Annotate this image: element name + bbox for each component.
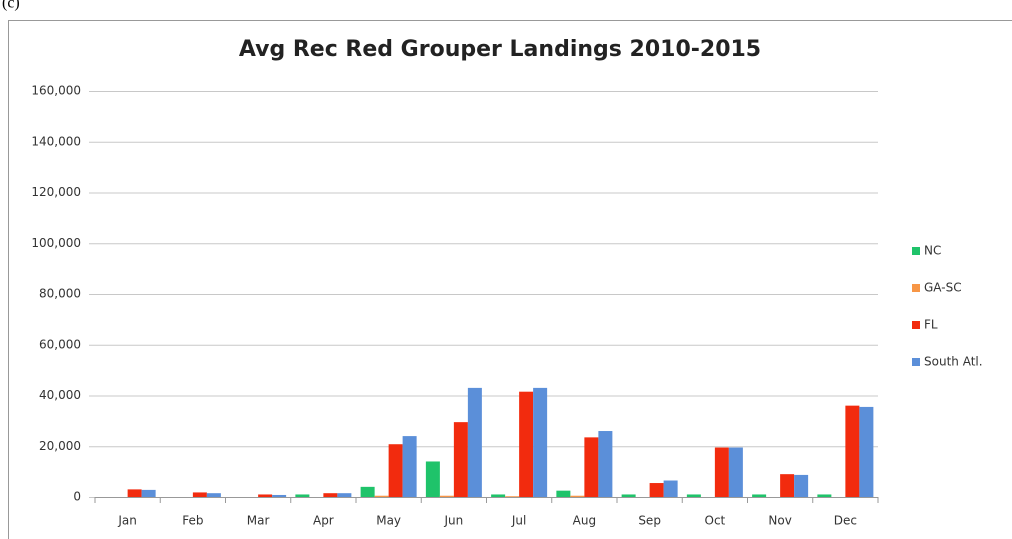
x-tick-label: Nov bbox=[768, 514, 791, 528]
bar bbox=[728, 447, 743, 497]
bar bbox=[686, 494, 701, 497]
chart-title: Avg Rec Red Grouper Landings 2010-2015 bbox=[239, 37, 761, 62]
x-tick-label: Jul bbox=[511, 514, 526, 528]
bar bbox=[127, 489, 142, 497]
y-tick-label: 80,000 bbox=[39, 287, 81, 301]
bar bbox=[141, 489, 156, 497]
caption: (c) bbox=[2, 0, 20, 12]
bar bbox=[556, 490, 571, 497]
y-tick-label: 40,000 bbox=[39, 388, 81, 402]
x-tick-label: Sep bbox=[638, 514, 661, 528]
x-tick-label: Dec bbox=[834, 514, 857, 528]
bar bbox=[533, 387, 548, 497]
x-tick-label: Feb bbox=[182, 514, 203, 528]
bar bbox=[621, 494, 636, 497]
bar bbox=[272, 494, 287, 497]
legend-label: NC bbox=[924, 244, 941, 258]
bar bbox=[206, 493, 221, 497]
x-tick-label: Jun bbox=[444, 514, 464, 528]
y-tick-label: 60,000 bbox=[39, 337, 81, 351]
y-tick-label: 160,000 bbox=[31, 84, 81, 98]
bar bbox=[663, 480, 678, 497]
bar bbox=[491, 494, 506, 497]
bar bbox=[295, 494, 310, 497]
x-tick-label: Jan bbox=[117, 514, 137, 528]
bar bbox=[817, 494, 832, 497]
bar bbox=[519, 391, 534, 497]
legend-label: South Atl. bbox=[924, 355, 983, 369]
y-tick-label: 100,000 bbox=[31, 236, 81, 250]
bar bbox=[258, 494, 273, 497]
bar bbox=[192, 492, 207, 497]
frame bbox=[8, 20, 1012, 539]
bar bbox=[467, 387, 482, 497]
bar bbox=[439, 495, 454, 497]
bar bbox=[859, 406, 874, 497]
y-tick-label: 140,000 bbox=[31, 134, 81, 148]
bar bbox=[714, 447, 729, 497]
legend-label: GA-SC bbox=[924, 281, 962, 295]
bar bbox=[780, 474, 795, 497]
legend-swatch bbox=[912, 284, 920, 292]
legend-swatch bbox=[912, 247, 920, 255]
legend-swatch bbox=[912, 321, 920, 329]
bar bbox=[374, 495, 389, 497]
bar bbox=[584, 437, 599, 497]
bar bbox=[337, 493, 352, 497]
bar bbox=[752, 494, 767, 497]
bar bbox=[598, 431, 613, 497]
bar bbox=[505, 496, 520, 497]
x-tick-label: Mar bbox=[247, 514, 270, 528]
legend-swatch bbox=[912, 358, 920, 366]
y-tick-label: 120,000 bbox=[31, 185, 81, 199]
x-tick-label: Apr bbox=[313, 514, 334, 528]
bar bbox=[570, 495, 585, 497]
bar bbox=[425, 461, 440, 497]
bar bbox=[845, 405, 860, 497]
x-tick-label: Aug bbox=[573, 514, 596, 528]
x-tick-label: May bbox=[376, 514, 401, 528]
bar bbox=[323, 493, 338, 497]
legend-label: FL bbox=[924, 318, 938, 332]
bar bbox=[360, 486, 375, 497]
bar bbox=[794, 474, 809, 497]
x-tick-label: Oct bbox=[705, 514, 726, 528]
y-tick-label: 20,000 bbox=[39, 439, 81, 453]
bar bbox=[453, 422, 468, 497]
bar bbox=[388, 444, 403, 497]
y-tick-label: 0 bbox=[73, 490, 81, 504]
bar bbox=[402, 436, 417, 497]
bar bbox=[649, 483, 664, 497]
